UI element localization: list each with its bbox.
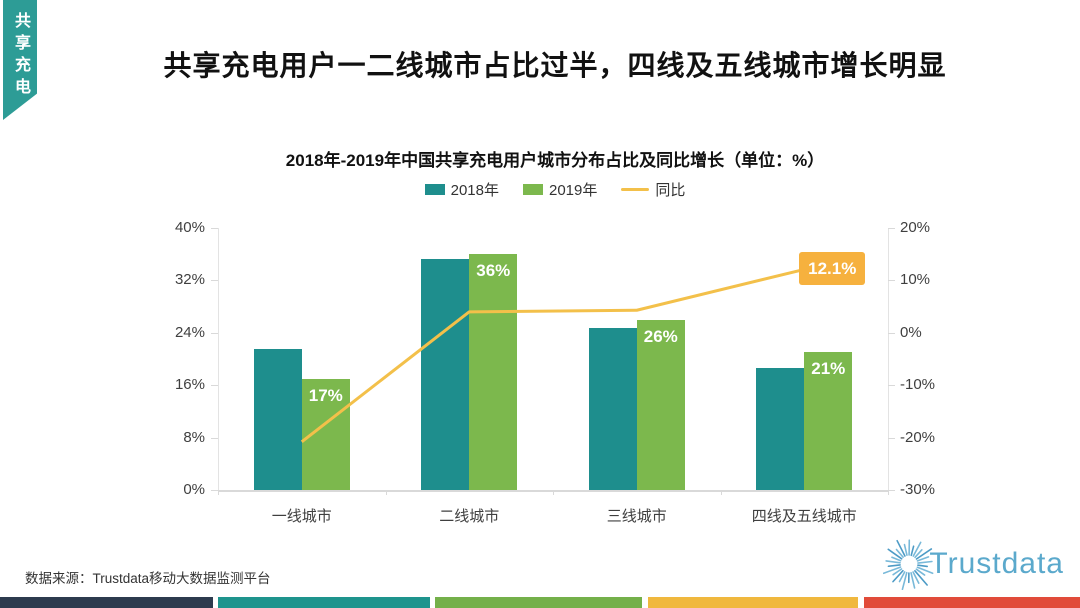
sunburst-ray xyxy=(917,560,934,564)
left-axis-line xyxy=(218,228,219,490)
footer-bar-segment xyxy=(435,597,642,608)
data-source: 数据来源：Trustdata移动大数据监测平台 xyxy=(25,571,271,586)
sunburst-ray xyxy=(891,556,902,562)
sunburst-ray xyxy=(914,549,924,559)
legend-item: 2018年 xyxy=(424,179,499,200)
trustdata-logo: Trustdata xyxy=(883,538,1064,590)
right-axis-label: -20% xyxy=(900,428,936,446)
legend-item: 同比 xyxy=(621,179,685,200)
ribbon-label: 共享充电 xyxy=(12,12,29,100)
sunburst-ray xyxy=(916,548,933,560)
sunburst-ray xyxy=(896,539,907,557)
yoy-value-callout: 12.1% xyxy=(799,252,866,286)
right-axis-label: -30% xyxy=(900,481,936,498)
sunburst-ray xyxy=(916,566,934,575)
right-axis-tick xyxy=(888,332,895,334)
footer-color-bar xyxy=(0,597,1080,608)
left-axis-label: 24% xyxy=(174,323,205,341)
right-axis-tick xyxy=(888,280,895,282)
x-axis-tick xyxy=(385,490,387,495)
category-label: 一线城市 xyxy=(271,508,332,525)
left-axis-tick xyxy=(211,490,218,491)
page-title: 共享充电用户一二线城市占比过半，四线及五线城市增长明显 xyxy=(163,50,947,81)
left-axis-tick xyxy=(211,280,218,282)
category-label: 四线及五线城市 xyxy=(751,508,857,525)
logo-text: Trustdata xyxy=(929,547,1064,580)
right-axis-tick xyxy=(888,385,895,387)
sunburst-ray xyxy=(892,569,905,583)
bar-2018年-三线城市 xyxy=(588,327,637,490)
bar-value-label: 17% xyxy=(308,385,343,405)
sunburst-ray xyxy=(899,571,906,583)
sunburst-ray xyxy=(912,571,920,584)
right-axis-label: -10% xyxy=(900,376,936,394)
footer-bar-segment xyxy=(648,597,858,608)
sunburst-ray xyxy=(885,560,902,564)
sunburst-ray xyxy=(892,568,903,576)
sunburst-ray xyxy=(912,541,922,557)
x-axis-tick xyxy=(888,490,889,495)
category-label: 三线城市 xyxy=(606,508,667,525)
bar-value-label: 36% xyxy=(476,261,511,281)
sunburst-ray xyxy=(914,570,929,586)
sunburst-ray xyxy=(910,545,915,557)
bar-2018年-一线城市 xyxy=(253,349,302,490)
bar-2019年-二线城市 xyxy=(469,254,518,490)
sunburst-ray xyxy=(915,568,926,576)
x-axis-tick xyxy=(218,490,219,495)
legend-label: 2019年 xyxy=(548,182,598,199)
right-axis-label: 10% xyxy=(900,271,931,289)
bar-2018年-四线及五线城市 xyxy=(756,368,805,490)
left-axis-label: 40% xyxy=(174,219,205,236)
right-axis-tick xyxy=(888,437,895,439)
category-label: 二线城市 xyxy=(439,508,500,525)
x-axis-tick xyxy=(553,490,554,495)
bar-2019年-四线及五线城市 xyxy=(804,352,853,490)
sunburst-icon xyxy=(883,539,934,590)
legend-item: 2019年 xyxy=(522,179,598,200)
bar-value-label: 21% xyxy=(811,359,846,379)
sunburst-ray xyxy=(910,571,916,589)
left-axis-tick xyxy=(211,437,218,439)
left-axis-label: 16% xyxy=(174,376,205,394)
sunburst-ray xyxy=(887,564,902,568)
legend-swatch-rect xyxy=(424,184,445,195)
yoy-line xyxy=(300,267,805,443)
left-axis-tick xyxy=(211,385,218,387)
legend-swatch-line xyxy=(621,188,650,191)
right-axis-label: 20% xyxy=(900,219,931,236)
chart-legend: 2018年 2019年 同比 xyxy=(30,179,1080,200)
bar-2018年-二线城市 xyxy=(421,259,470,490)
sunburst-ray xyxy=(896,548,905,558)
sunburst-ray xyxy=(883,566,902,575)
chart-title: 2018年-2019年中国共享充电用户城市分布占比及同比增长（单位：%） xyxy=(285,151,825,170)
right-axis-tick xyxy=(888,490,895,491)
footer-bar-segment xyxy=(864,597,1080,608)
sunburst-ray xyxy=(904,543,909,557)
left-axis-tick xyxy=(211,332,218,334)
legend-label: 2018年 xyxy=(450,182,499,199)
footer-bar-segment xyxy=(0,597,213,608)
left-axis-tick xyxy=(211,228,218,229)
sunburst-ray xyxy=(902,571,908,590)
sunburst-ray xyxy=(887,548,903,560)
right-axis-label: 0% xyxy=(900,323,922,341)
x-axis-tick xyxy=(720,490,722,495)
sunburst-ray xyxy=(917,564,929,568)
footer-bar-segment xyxy=(218,597,430,608)
left-axis-label: 8% xyxy=(183,428,205,446)
bar-value-label: 26% xyxy=(643,326,678,346)
legend-label: 同比 xyxy=(655,182,686,199)
left-axis-label: 0% xyxy=(183,481,205,498)
legend-swatch-rect xyxy=(522,184,543,195)
sunburst-ray xyxy=(917,556,930,562)
left-axis-label: 32% xyxy=(174,271,205,289)
right-axis-tick xyxy=(888,228,895,229)
corner-ribbon: 共享充电 xyxy=(3,0,37,120)
right-axis-line xyxy=(888,228,889,490)
